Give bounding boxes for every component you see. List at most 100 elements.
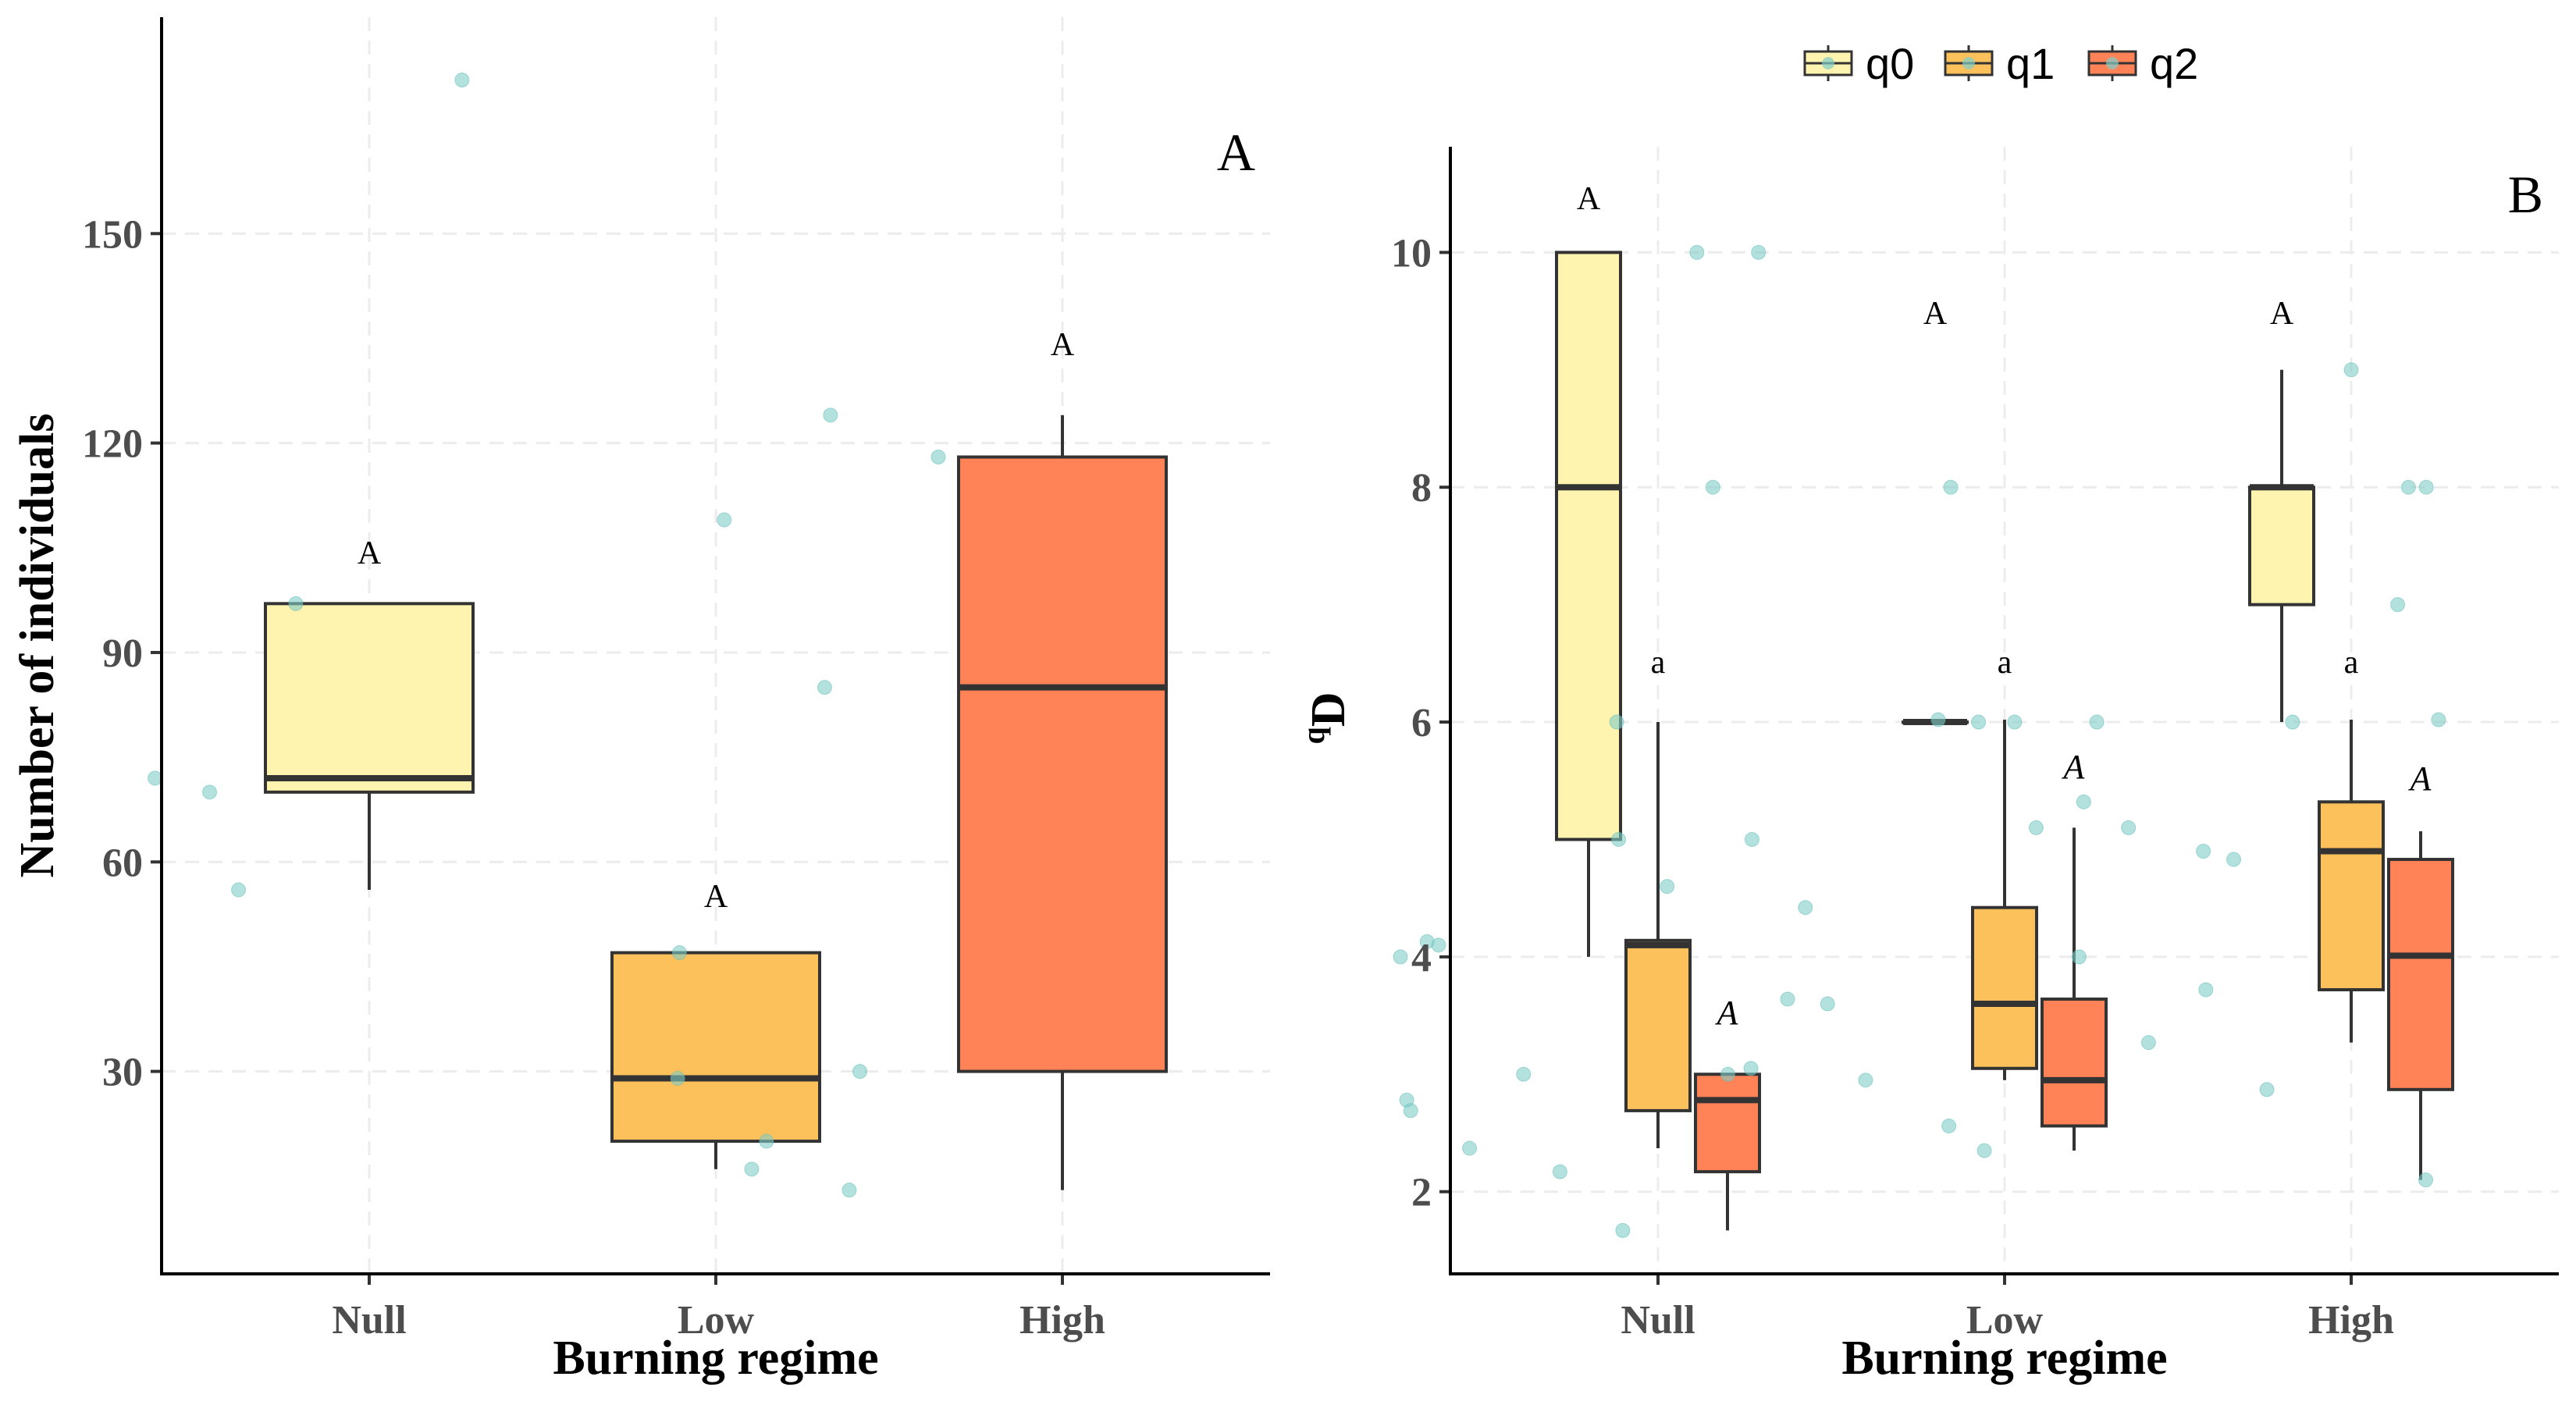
- significance-letter: A: [1051, 327, 1075, 363]
- significance-letter: A: [1923, 296, 1948, 332]
- significance-letter: a: [2344, 645, 2359, 681]
- legend-key-point: [2106, 57, 2119, 69]
- data-point: [1611, 831, 1627, 847]
- x-tick-label: High: [1019, 1298, 1105, 1343]
- data-point: [2259, 1082, 2275, 1097]
- data-point: [2343, 362, 2359, 378]
- panel-b-axes: [1449, 147, 2559, 1275]
- data-point: [288, 596, 304, 611]
- data-point: [841, 1183, 857, 1198]
- data-point: [2121, 820, 2137, 835]
- qd-base: D: [1302, 692, 1355, 727]
- panel-b-tag: B: [2508, 165, 2543, 224]
- data-point: [1930, 712, 1946, 727]
- significance-letter: a: [1998, 645, 2012, 681]
- data-point: [2198, 982, 2214, 998]
- data-point: [2226, 852, 2242, 867]
- box-low: [610, 951, 821, 1144]
- data-point: [2140, 1035, 2156, 1051]
- y-tick-label: 8: [1411, 466, 1432, 510]
- data-point: [1743, 1061, 1759, 1076]
- y-tick-label: 6: [1411, 701, 1432, 745]
- x-tick-label: Null: [1621, 1298, 1695, 1343]
- panel-a-x-axis-title: Burning regime: [553, 1332, 878, 1385]
- significance-letter: A: [1577, 181, 1601, 217]
- box-high-q0: [2248, 486, 2315, 606]
- panel-a-x-ticks: Null Low High: [332, 1274, 1105, 1343]
- data-point: [231, 882, 247, 898]
- data-point: [2089, 714, 2105, 730]
- data-point: [717, 512, 732, 528]
- y-tick-label: 2: [1411, 1171, 1432, 1215]
- y-tick-label: 150: [82, 212, 143, 257]
- legend-item-q1: q1: [1944, 39, 2055, 88]
- box-null-q2: [1694, 1072, 1761, 1174]
- legend: q0 q1 q2: [1803, 39, 2198, 88]
- data-point: [1976, 1143, 1992, 1158]
- significance-letter: a: [1651, 645, 1666, 681]
- data-point: [852, 1064, 868, 1080]
- data-point: [1393, 949, 1408, 965]
- data-point: [2418, 1172, 2434, 1188]
- box-null-q1: [1624, 938, 1692, 1112]
- panel-b-x-ticks: Null Low High: [1621, 1274, 2394, 1343]
- significance-letter: A: [2270, 296, 2294, 332]
- data-point: [1943, 479, 1959, 495]
- panel-b-y-ticks: 2 4 6 8 10: [1391, 231, 1450, 1215]
- panel-b-x-axis-title: Burning regime: [1841, 1332, 2167, 1385]
- data-point: [1971, 714, 1987, 730]
- data-point: [671, 945, 687, 961]
- box-high-q1: [2318, 800, 2385, 991]
- x-tick-label: High: [2308, 1298, 2394, 1343]
- panel-b-y-axis-title-text: qD: [1296, 692, 1355, 744]
- data-point: [670, 1071, 685, 1087]
- panel-a-y-axis-title: Number of individuals: [11, 414, 64, 878]
- legend-item-q0: q0: [1803, 39, 1914, 88]
- data-point: [1751, 244, 1767, 260]
- data-point: [1720, 1066, 1736, 1082]
- data-point: [930, 450, 946, 464]
- significance-letter: A: [1715, 994, 1739, 1032]
- data-point: [2418, 479, 2434, 495]
- data-point: [2285, 714, 2300, 730]
- data-point: [1431, 937, 1446, 953]
- data-point: [1516, 1066, 1532, 1082]
- significance-letter: A: [704, 879, 728, 915]
- legend-item-q2: q2: [2087, 39, 2198, 88]
- data-point: [1689, 244, 1705, 260]
- panel-b-group-letters: Aa A Aa A Aa A: [1577, 181, 2432, 1032]
- legend-label-q1: q1: [2006, 39, 2055, 88]
- data-point: [744, 1161, 760, 1177]
- y-tick-label: 10: [1391, 231, 1432, 276]
- data-point: [2071, 949, 2087, 965]
- data-point: [1941, 1118, 1957, 1133]
- significance-letter: A: [2408, 759, 2432, 798]
- y-tick-label: 120: [82, 422, 143, 467]
- data-point: [148, 770, 163, 786]
- panel-a-axes: [160, 17, 1270, 1275]
- data-point: [1798, 900, 1813, 916]
- panel-b: Aa A Aa A Aa A 2 4 6 8 10 Null Low High Burning reg…: [1296, 39, 2559, 1385]
- data-point: [2196, 844, 2211, 859]
- x-tick-label: Null: [332, 1298, 406, 1343]
- box-low-q2: [2041, 998, 2108, 1128]
- box-low-q1: [1971, 905, 2038, 1070]
- data-point: [1660, 879, 1675, 895]
- box-high-q2: [2387, 858, 2454, 1091]
- data-point: [1744, 831, 1759, 847]
- data-point: [1780, 991, 1795, 1007]
- panel-a-boxes: [264, 414, 1168, 1190]
- legend-key-point: [1962, 57, 1975, 69]
- data-point: [202, 784, 218, 800]
- significance-letter: A: [2062, 748, 2086, 786]
- qd-superscript: q: [1296, 727, 1331, 744]
- y-tick-label: 4: [1411, 936, 1432, 980]
- data-point: [2076, 794, 2091, 809]
- data-point: [1403, 1103, 1418, 1119]
- data-point: [454, 73, 470, 87]
- data-point: [759, 1133, 774, 1149]
- data-point: [2390, 597, 2406, 613]
- data-point: [1820, 996, 1835, 1012]
- data-point: [817, 680, 832, 695]
